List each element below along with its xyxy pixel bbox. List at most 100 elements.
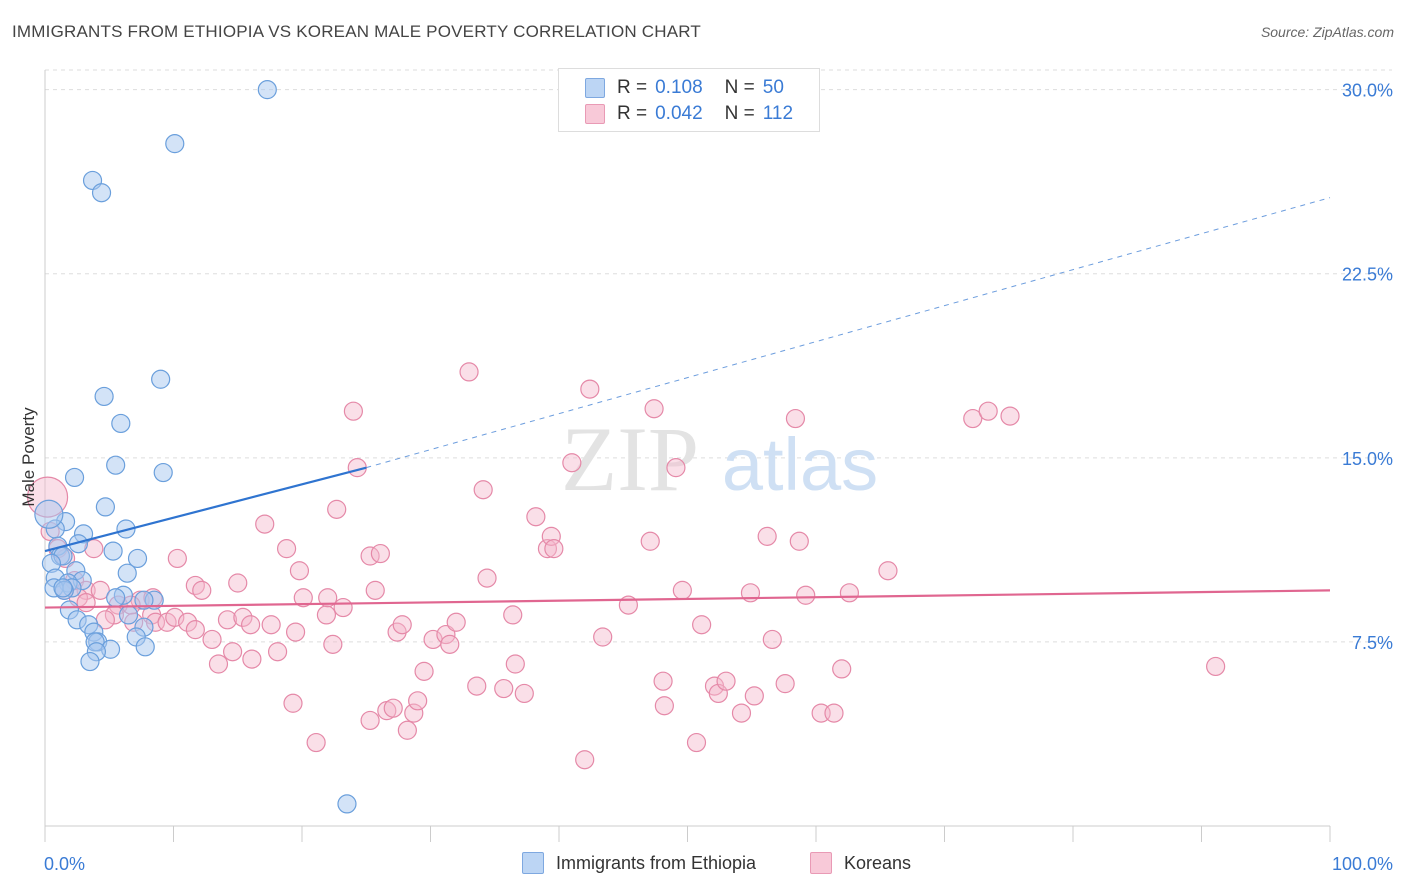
korean-point xyxy=(414,661,434,681)
ethiopia-point xyxy=(118,605,139,625)
legend-swatch-pink xyxy=(585,104,605,124)
korean-point xyxy=(289,561,310,581)
korean-point xyxy=(824,703,844,723)
ethiopia-point xyxy=(53,578,73,598)
ethiopia-point xyxy=(127,548,148,569)
ethiopia-point xyxy=(94,386,114,407)
x-tick-label: 100.0% xyxy=(1332,854,1393,874)
korean-point xyxy=(167,548,187,569)
korean-point xyxy=(832,659,852,679)
y-tick-label: 30.0% xyxy=(1342,81,1393,101)
legend-n-label: N = xyxy=(724,77,755,98)
korean-point xyxy=(365,580,385,600)
korean-point xyxy=(436,624,456,645)
korean-point xyxy=(477,568,497,588)
korean-point xyxy=(202,629,222,650)
korean-point xyxy=(76,593,96,613)
korean-point xyxy=(233,607,253,627)
korean-point xyxy=(544,539,564,559)
korean-point xyxy=(261,615,281,635)
korean-point xyxy=(744,686,764,706)
korean-point xyxy=(408,691,428,711)
korean-point xyxy=(1206,656,1226,677)
legend-item-koreans: Koreans xyxy=(810,852,911,874)
korean-point xyxy=(580,379,600,399)
korean-point xyxy=(503,605,523,625)
axes xyxy=(44,70,1331,842)
korean-point xyxy=(708,683,728,704)
legend-n-value: 112 xyxy=(762,103,794,124)
korean-point xyxy=(360,710,380,731)
source-credit: Source: ZipAtlas.com xyxy=(1260,24,1394,40)
korean-point xyxy=(575,750,595,770)
watermark-atlas: atlas xyxy=(722,423,878,506)
legend-row-ethiopia: R = 0.108 N = 50 xyxy=(585,77,784,99)
korean-point xyxy=(383,698,403,718)
legend-r-value: 0.108 xyxy=(655,77,703,98)
korean-point xyxy=(370,543,390,564)
korean-point xyxy=(541,526,561,546)
korean-point xyxy=(397,720,417,740)
korean-point xyxy=(323,634,343,654)
korean-point xyxy=(446,612,466,632)
watermark: ZIP atlas xyxy=(561,408,878,510)
korean-trend-line xyxy=(44,589,1331,609)
ethiopia-point xyxy=(165,134,185,154)
korean-point xyxy=(241,615,261,635)
legend-series-name: Immigrants from Ethiopia xyxy=(556,852,757,873)
y-tick-label: 15.0% xyxy=(1342,449,1393,469)
korean-point xyxy=(654,696,674,716)
ethiopia-point xyxy=(106,455,126,475)
korean-point xyxy=(514,683,534,704)
korean-point xyxy=(494,678,514,699)
chart-title: IMMIGRANTS FROM ETHIOPIA VS KOREAN MALE … xyxy=(12,22,702,41)
legend-r-value: 0.042 xyxy=(655,103,703,124)
korean-point xyxy=(666,458,686,478)
legend-r-label: R = xyxy=(617,103,648,124)
korean-point xyxy=(716,671,736,691)
korean-point xyxy=(217,610,238,630)
korean-point xyxy=(316,605,337,625)
y-axis-label: Male Poverty xyxy=(19,407,38,507)
ethiopia-point xyxy=(80,651,100,672)
ethiopia-point xyxy=(257,80,277,100)
ethiopia-point xyxy=(91,183,112,203)
grid-lines xyxy=(45,69,1392,643)
korean-point xyxy=(459,362,479,382)
legend-item-ethiopia: Immigrants from Ethiopia xyxy=(522,852,756,874)
korean-point xyxy=(165,607,185,627)
legend-series-name: Koreans xyxy=(844,852,912,873)
korean-point xyxy=(333,597,353,618)
korean-point xyxy=(185,575,205,596)
ethiopia-point xyxy=(117,563,137,583)
korean-point xyxy=(192,580,212,600)
y-tick-label: 22.5% xyxy=(1342,265,1393,285)
korean-point xyxy=(775,674,795,694)
korean-point xyxy=(228,573,248,593)
korean-point xyxy=(178,612,198,632)
ethiopia-point xyxy=(95,497,115,517)
trend-lines xyxy=(44,197,1331,609)
legend-swatch-blue xyxy=(522,852,544,874)
legend-n-label: N = xyxy=(724,103,755,124)
ethiopia-point xyxy=(34,499,64,529)
legend-row-koreans: R = 0.042 N = 112 xyxy=(585,103,793,125)
korean-point xyxy=(686,732,707,753)
ethiopia-point xyxy=(111,413,131,434)
korean-point xyxy=(692,615,712,635)
ethiopia-point xyxy=(151,369,171,389)
korean-point xyxy=(796,585,816,605)
legend-swatch-blue xyxy=(585,78,605,98)
korean-point xyxy=(1000,406,1020,426)
data-points xyxy=(26,80,1226,814)
korean-point xyxy=(306,732,326,753)
korean-point xyxy=(283,693,303,713)
korean-point xyxy=(878,561,898,581)
korean-point xyxy=(90,580,110,600)
korean-point xyxy=(757,526,777,546)
korean-point xyxy=(242,649,262,669)
tick-labels: 7.5% 15.0% 22.5% 30.0% 0.0% 100.0% xyxy=(44,81,1393,874)
ethiopia-point xyxy=(153,462,173,483)
korean-point xyxy=(785,408,806,429)
